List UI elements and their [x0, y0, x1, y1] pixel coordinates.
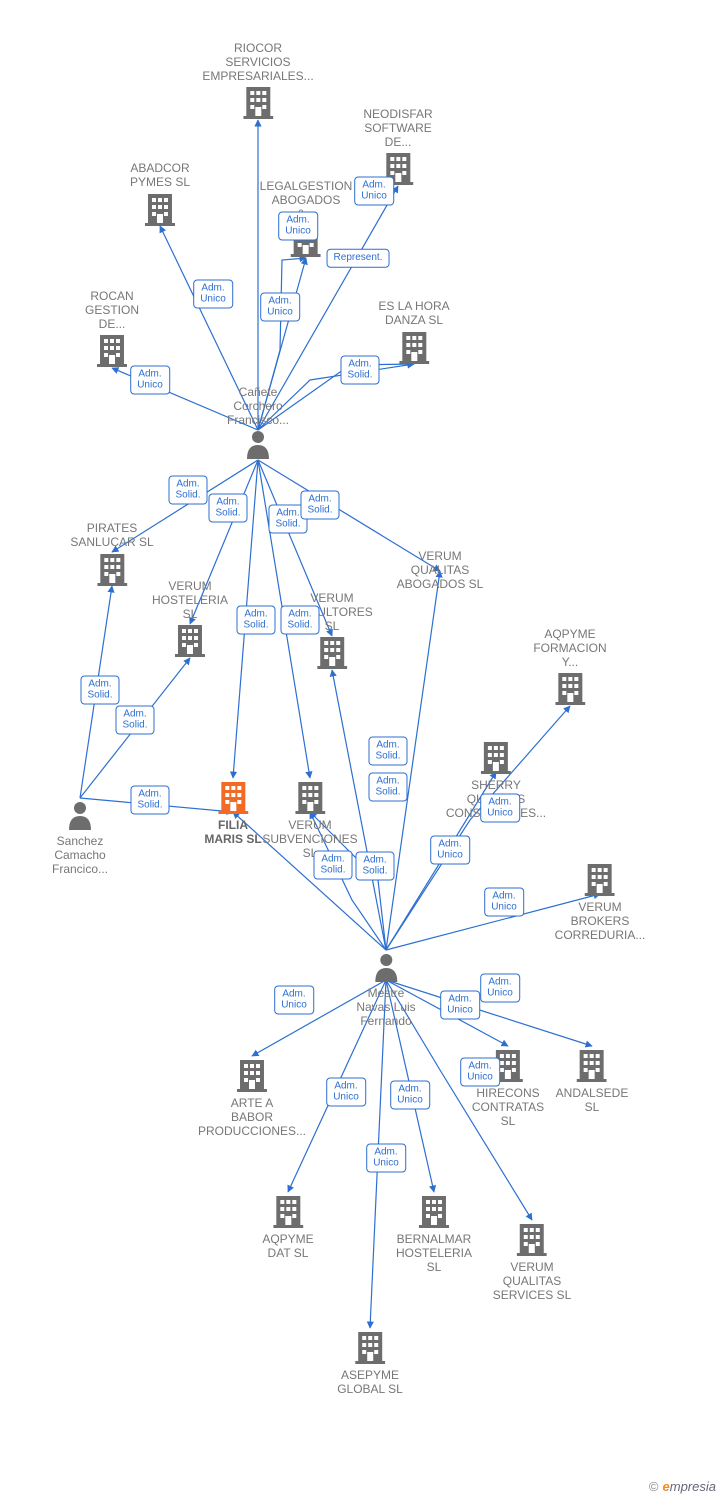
edge-label: Adm.Unico: [326, 1078, 366, 1107]
node-label: BERNALMARHOSTELERIASL: [396, 1233, 472, 1274]
node-pirates[interactable]: PIRATESSANLUCAR SL: [70, 522, 153, 591]
node-rocan[interactable]: ROCANGESTIONDE...: [85, 290, 139, 372]
node-abadcor[interactable]: ABADCORPYMES SL: [130, 162, 190, 231]
node-sanchez[interactable]: SanchezCamachoFrancico...: [52, 798, 108, 876]
edge-label: Adm.Solid.: [340, 356, 379, 385]
node-label: SanchezCamachoFrancico...: [52, 835, 108, 876]
building-icon: [204, 780, 261, 819]
person-icon: [227, 429, 289, 464]
node-label: ASEPYMEGLOBAL SL: [337, 1369, 403, 1397]
building-icon: [378, 330, 449, 369]
edge-label: Adm.Solid.: [368, 737, 407, 766]
edge-label: Adm.Unico: [460, 1058, 500, 1087]
node-asepyme[interactable]: ASEPYMEGLOBAL SL: [337, 1328, 403, 1397]
building-icon: [533, 671, 606, 710]
building-icon: [291, 635, 373, 674]
edge-label: Adm.Unico: [130, 366, 170, 395]
edge-label: Adm.Unico: [354, 177, 394, 206]
node-verumhost[interactable]: VERUMHOSTELERIASL: [152, 580, 228, 662]
node-label: ES LA HORADANZA SL: [378, 300, 449, 328]
building-icon: [198, 1058, 306, 1097]
node-label: ABADCORPYMES SL: [130, 162, 190, 190]
node-riocor[interactable]: RIOCORSERVICIOSEMPRESARIALES...: [202, 42, 313, 124]
building-icon: [396, 1194, 472, 1233]
node-vqserv[interactable]: VERUMQUALITASSERVICES SL: [493, 1220, 571, 1302]
edge-label: Adm.Solid.: [236, 606, 275, 635]
node-label: ARTE ABABORPRODUCCIONES...: [198, 1097, 306, 1138]
node-label: VERUMQUALITASSERVICES SL: [493, 1261, 571, 1302]
edge-label: Adm.Solid.: [168, 476, 207, 505]
node-label: VERUMHOSTELERIASL: [152, 580, 228, 621]
edge-label: Adm.Solid.: [355, 852, 394, 881]
edge-label: Adm.Unico: [480, 974, 520, 1003]
edge-label: Adm.Unico: [484, 888, 524, 917]
edge-label: Adm.Solid.: [115, 706, 154, 735]
building-icon: [70, 552, 153, 591]
node-bernalmar[interactable]: BERNALMARHOSTELERIASL: [396, 1192, 472, 1274]
building-icon: [446, 740, 546, 779]
edge-label: Adm.Unico: [480, 794, 520, 823]
edge-label: Adm.Solid.: [368, 773, 407, 802]
node-aqpymef[interactable]: AQPYMEFORMACIONY...: [533, 628, 606, 710]
node-label: CañeteCorcheroFrancisco...: [227, 386, 289, 427]
edge-label: Adm.Unico: [274, 986, 314, 1015]
watermark: © empresia: [649, 1479, 716, 1494]
node-filia[interactable]: FILIAMARIS SL: [204, 778, 261, 847]
building-icon: [337, 1330, 403, 1369]
building-icon: [493, 1222, 571, 1261]
edge-label: Represent.: [327, 249, 390, 268]
edge-label: Adm.Solid.: [208, 494, 247, 523]
node-canete[interactable]: CañeteCorcheroFrancisco...: [227, 386, 289, 464]
diagram-canvas: [0, 0, 728, 1500]
node-label: VERUMBROKERSCORREDURIA...: [555, 901, 646, 942]
node-label: HIRECONSCONTRATASSL: [472, 1087, 544, 1128]
edge-label: Adm.Solid.: [300, 491, 339, 520]
edge-label: Adm.Unico: [440, 991, 480, 1020]
node-label: FILIAMARIS SL: [204, 819, 261, 847]
building-icon: [202, 85, 313, 124]
watermark-text: mpresia: [670, 1479, 716, 1494]
node-eslahora[interactable]: ES LA HORADANZA SL: [378, 300, 449, 369]
node-label: AQPYMEFORMACIONY...: [533, 628, 606, 669]
edge-label: Adm.Solid.: [280, 606, 319, 635]
building-icon: [152, 623, 228, 662]
copyright-symbol: ©: [649, 1479, 659, 1494]
node-label: ROCANGESTIONDE...: [85, 290, 139, 331]
edge-label: Adm.Unico: [278, 212, 318, 241]
watermark-prefix: e: [663, 1479, 670, 1494]
person-icon: [52, 800, 108, 835]
building-icon: [262, 780, 357, 819]
node-vbrokers[interactable]: VERUMBROKERSCORREDURIA...: [555, 860, 646, 942]
node-label: RIOCORSERVICIOSEMPRESARIALES...: [202, 42, 313, 83]
building-icon: [130, 192, 190, 231]
edge-label: Adm.Solid.: [313, 851, 352, 880]
node-label: PIRATESSANLUCAR SL: [70, 522, 153, 550]
edge-label: Adm.Solid.: [130, 786, 169, 815]
building-icon: [555, 862, 646, 901]
building-icon: [556, 1048, 629, 1087]
node-label: NEODISFARSOFTWAREDE...: [363, 108, 432, 149]
edge-label: Adm.Unico: [390, 1081, 430, 1110]
node-label: MestreNavas LuisFernando: [356, 987, 415, 1028]
node-aqpymedat[interactable]: AQPYMEDAT SL: [262, 1192, 313, 1261]
building-icon: [262, 1194, 313, 1233]
node-andalsede[interactable]: ANDALSEDESL: [556, 1046, 629, 1115]
node-arte[interactable]: ARTE ABABORPRODUCCIONES...: [198, 1056, 306, 1138]
node-mestre[interactable]: MestreNavas LuisFernando: [356, 950, 415, 1028]
node-vqabog[interactable]: VERUMQUALITASABOGADOS SL: [397, 550, 484, 591]
edge-label: Adm.Unico: [193, 280, 233, 309]
edge-label: Adm.Unico: [430, 836, 470, 865]
node-vsubv[interactable]: VERUMSUBVENCIONESSL: [262, 778, 357, 860]
edge-label: Adm.Solid.: [80, 676, 119, 705]
node-label: ANDALSEDESL: [556, 1087, 629, 1115]
person-icon: [356, 952, 415, 987]
edge-label: Adm.Unico: [366, 1144, 406, 1173]
node-label: AQPYMEDAT SL: [262, 1233, 313, 1261]
node-label: VERUMQUALITASABOGADOS SL: [397, 550, 484, 591]
edge-label: Adm.Unico: [260, 293, 300, 322]
